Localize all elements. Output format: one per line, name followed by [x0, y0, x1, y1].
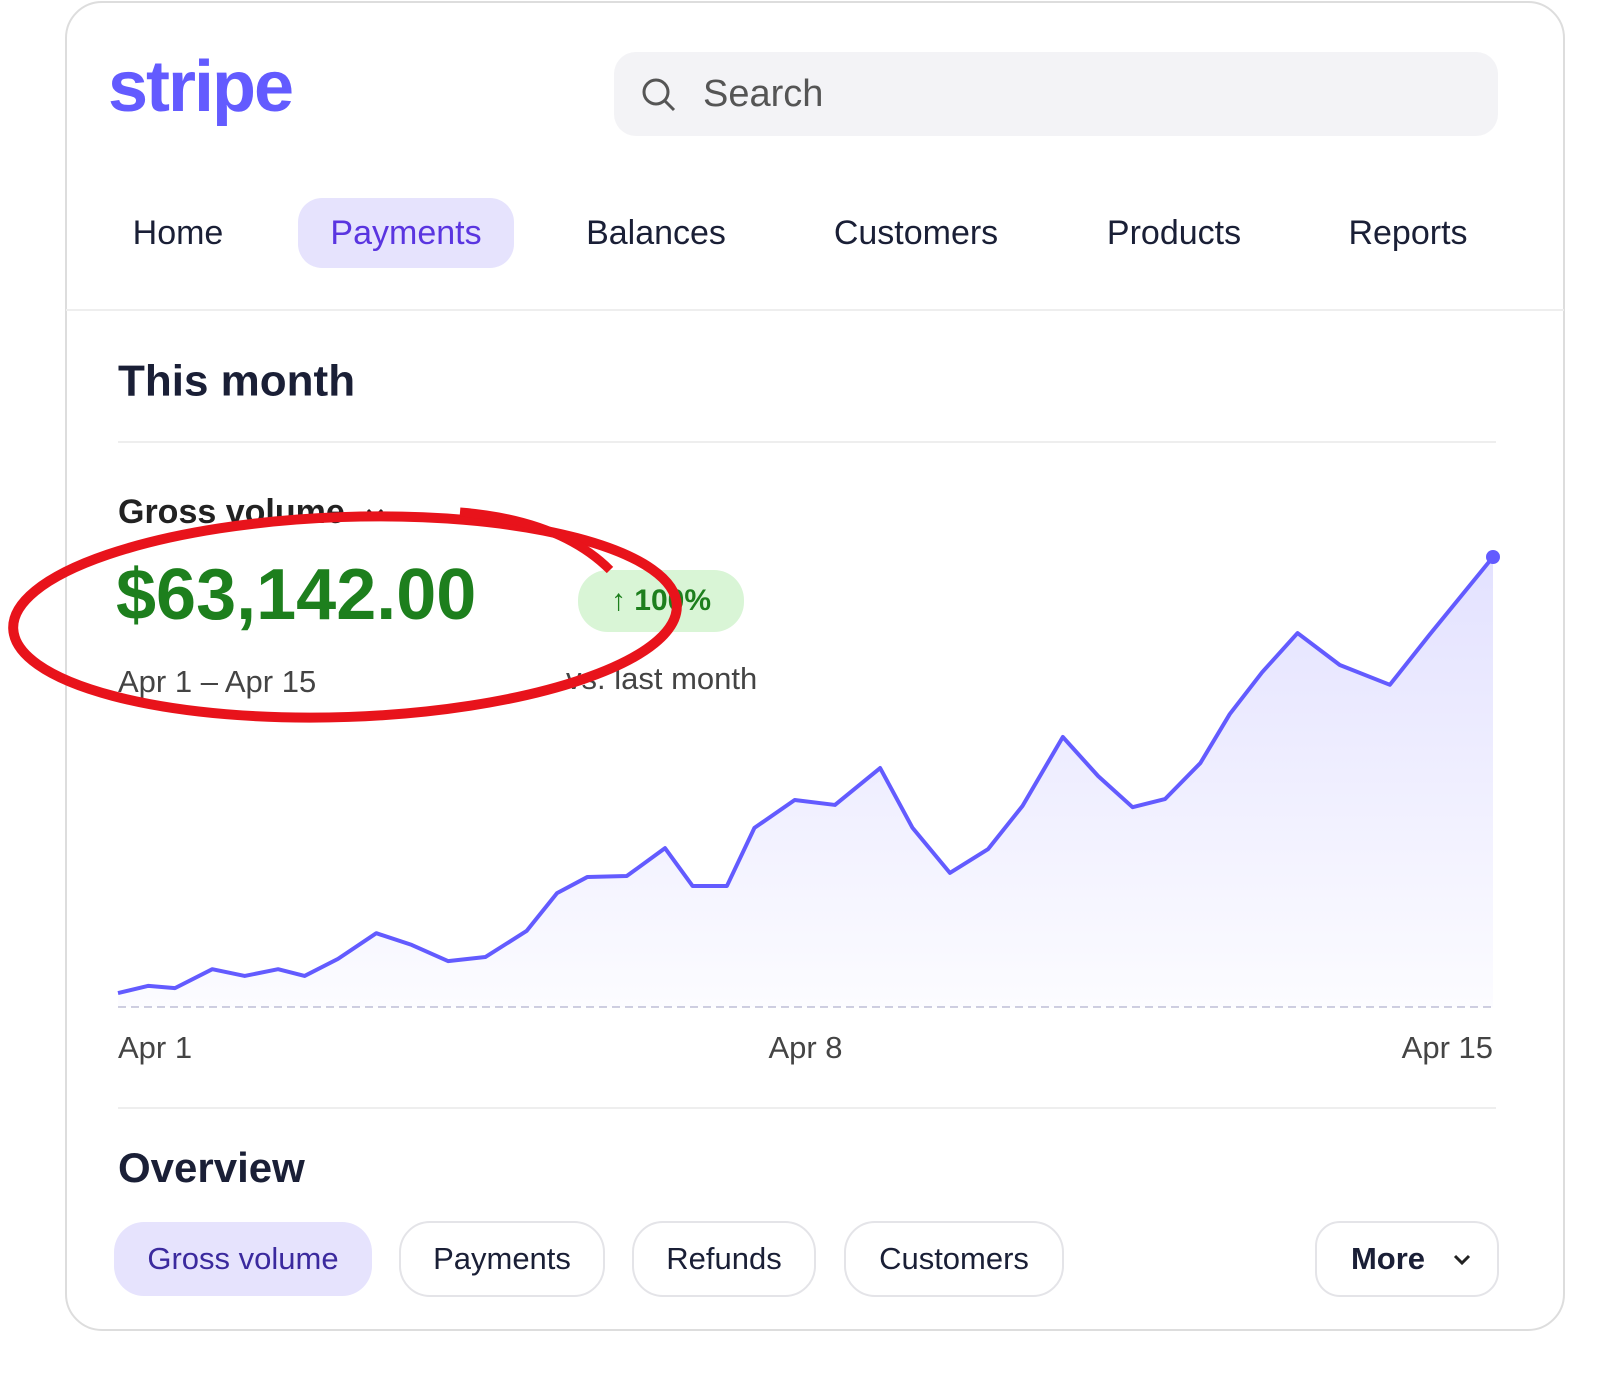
search-box[interactable]: [614, 52, 1498, 136]
chevron: [1453, 1254, 1471, 1266]
tab-bg: [399, 1221, 605, 1297]
nav-item[interactable]: Reports: [1348, 214, 1467, 252]
nav-item[interactable]: Payments: [330, 214, 481, 252]
nav-item[interactable]: Home: [133, 214, 224, 252]
end-dot: [1486, 550, 1500, 564]
amount: $63,142.00: [116, 555, 476, 635]
line: [117, 555, 1495, 995]
more-button[interactable]: More: [1351, 1241, 1425, 1276]
tab-bg: [1315, 1221, 1499, 1297]
annotation-circle: [8, 511, 682, 723]
tab[interactable]: Payments: [433, 1241, 571, 1276]
nav-item[interactable]: Products: [1107, 214, 1241, 252]
x-tick-label: Apr 1: [118, 1030, 192, 1065]
chart: Apr 1 Apr 8 Apr 15: [117, 550, 1500, 1065]
tab[interactable]: Gross volume: [147, 1241, 338, 1276]
logo[interactable]: stripe: [108, 47, 294, 127]
tab[interactable]: Customers: [879, 1241, 1029, 1276]
tab[interactable]: Refunds: [666, 1241, 781, 1276]
section-title: This month: [118, 357, 355, 406]
area: [118, 557, 1493, 1007]
tab-bg: [844, 1221, 1064, 1297]
x-tick-label: Apr 8: [768, 1030, 842, 1065]
search-placeholder[interactable]: Search: [703, 73, 823, 115]
nav-active-bg: [298, 198, 514, 268]
x-tick-label: Apr 15: [1402, 1030, 1493, 1065]
search-icon: [642, 78, 670, 106]
tab-bg: [114, 1222, 372, 1296]
search-icon: [663, 99, 676, 112]
nav-item[interactable]: Balances: [586, 214, 726, 252]
section-title: Overview: [118, 1144, 305, 1191]
change-badge: [578, 570, 744, 632]
annotation-tail: [459, 507, 614, 574]
period: Apr 1 – Apr 15: [118, 664, 316, 699]
change: ↑ 100%: [611, 584, 711, 617]
tab-bg: [632, 1221, 816, 1297]
nav-item[interactable]: Customers: [834, 214, 998, 252]
